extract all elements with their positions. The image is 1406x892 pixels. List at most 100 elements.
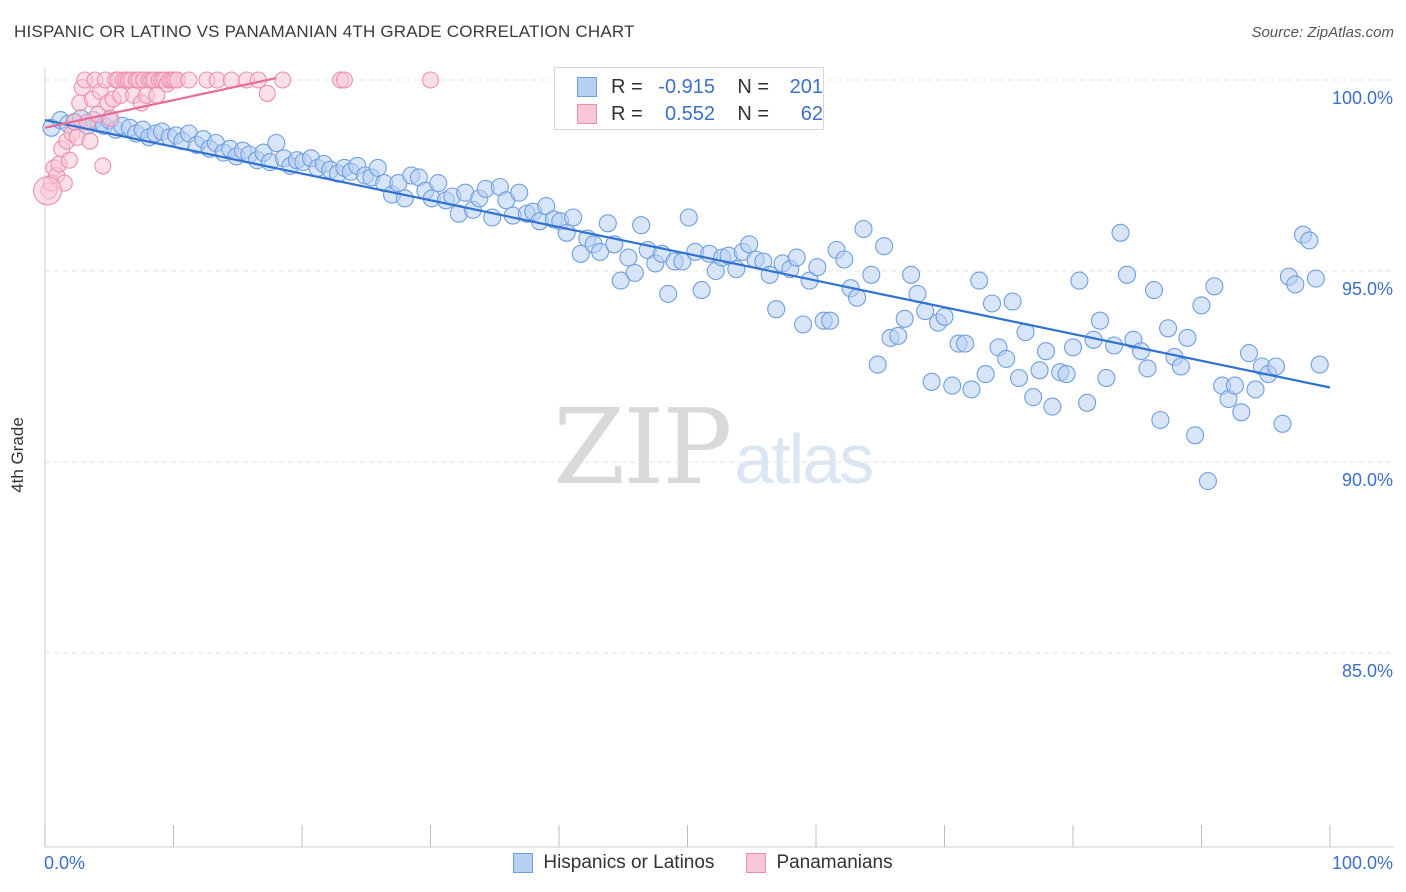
hispanic-point [1097,368,1116,388]
n-label: N = [737,75,769,98]
hispanic-point [848,288,867,307]
panamanian-swatch [577,104,597,124]
hispanic-trendline [44,119,1331,389]
hispanic-legend-label: Hispanics or Latinos [543,852,715,873]
hispanic-point [1036,342,1056,361]
hispanic-point [922,372,941,391]
hispanic-point [611,271,630,290]
hispanic-point [267,133,286,153]
panamanian-trendline [44,77,277,129]
x-tick-label-max: 100.0% [1332,853,1393,873]
panamanian-legend-label: Panamanians [776,852,893,873]
hispanic-n-value: 201 [789,75,823,98]
hispanic-point [1232,403,1251,422]
r-label: R = [611,75,643,98]
hispanic-point [1090,311,1110,330]
hispanic-point [1105,336,1124,355]
hispanic-point [976,365,995,384]
chart-source: Source: ZipAtlas.com [1251,24,1394,41]
hispanic-point [510,183,529,202]
panamanian-point [274,71,292,89]
hispanic-point [997,349,1016,368]
hispanic-point [571,244,590,263]
hispanic-point [1300,231,1319,250]
x-tick-label-min: 0.0% [44,853,85,873]
hispanic-point [962,380,981,399]
hispanic-point [1266,357,1286,376]
hispanic-point [1159,319,1178,338]
hispanic-point [1205,277,1224,296]
y-tick-label: 85.0% [1342,661,1393,681]
hispanic-point [1063,338,1083,357]
legend-item-panamanian[interactable]: Panamanians [746,852,893,874]
hispanic-point [943,376,962,395]
hispanic-point [1111,223,1130,242]
hispanic-point [1186,426,1205,445]
hispanic-point [835,250,854,269]
hispanic-point [875,237,894,256]
hispanic-r-value: -0.915 [658,75,715,98]
hispanic-point [1151,410,1170,430]
hispanic-point [970,271,989,290]
hispanic-point [1286,275,1305,294]
panamanian-r-value: 0.552 [664,102,715,125]
hispanic-point [625,263,644,282]
y-tick-label: 95.0% [1342,279,1393,299]
y-tick-label: 90.0% [1342,470,1393,490]
stats-legend-row-panamanian: R = 0.552 N = 62 [577,101,823,127]
panamanian-point [180,71,198,89]
hispanic-point [368,158,387,177]
hispanic-point [537,197,556,216]
hispanic-point [1306,269,1325,288]
hispanic-point [767,300,786,319]
hispanic-point [787,248,806,267]
hispanic-point [794,315,813,334]
y-axis-label: 4th Grade [8,417,27,493]
hispanic-point [1030,361,1049,380]
panamanian-point [421,71,440,89]
panamanian-n-value: 62 [800,102,823,125]
watermark-atlas: atlas [734,420,874,498]
y-tick-label: 100.0% [1332,88,1393,108]
panamanian-legend-swatch [746,853,767,873]
hispanic-point [1057,365,1076,384]
stats-legend: R = -0.915 N = 201 R = 0.552 N = 62 [554,67,824,130]
hispanic-point [598,214,617,233]
series-legend: Hispanics or Latinos Panamanians [0,852,1406,874]
hispanic-point [895,309,914,328]
hispanic-point [854,219,873,239]
hispanic-point [1198,472,1217,491]
hispanic-point [1239,344,1259,363]
hispanic-point [982,294,1002,313]
hispanic-point [956,334,975,353]
hispanic-point [591,242,610,261]
legend-item-hispanic[interactable]: Hispanics or Latinos [513,852,714,874]
hispanic-legend-swatch [513,853,534,873]
hispanic-point [564,208,583,227]
hispanic-point [619,248,638,267]
hispanic-point [902,265,921,284]
hispanic-point [889,326,908,345]
watermark-zip: ZIP [553,386,732,508]
hispanic-point [1192,296,1211,315]
hispanic-point [868,355,887,374]
hispanic-point [740,235,759,254]
panamanian-point [258,84,276,102]
hispanic-point [862,265,881,284]
hispanic-point [1070,271,1089,290]
panamanian-point [81,132,99,150]
chart-title: HISPANIC OR LATINO VS PANAMANIAN 4TH GRA… [14,22,635,41]
panamanian-point [60,151,78,169]
hispanic-point [1009,368,1029,388]
hispanic-point [1138,359,1157,378]
hispanic-point [659,284,678,303]
hispanic-point [1273,414,1292,433]
hispanic-point [1132,342,1151,361]
panamanian-point [335,71,353,89]
panamanian-point [94,157,112,175]
hispanic-point [1171,357,1190,376]
hispanic-point [808,258,827,277]
n-label: N = [737,102,769,125]
stats-legend-row-hispanic: R = -0.915 N = 201 [577,74,823,100]
